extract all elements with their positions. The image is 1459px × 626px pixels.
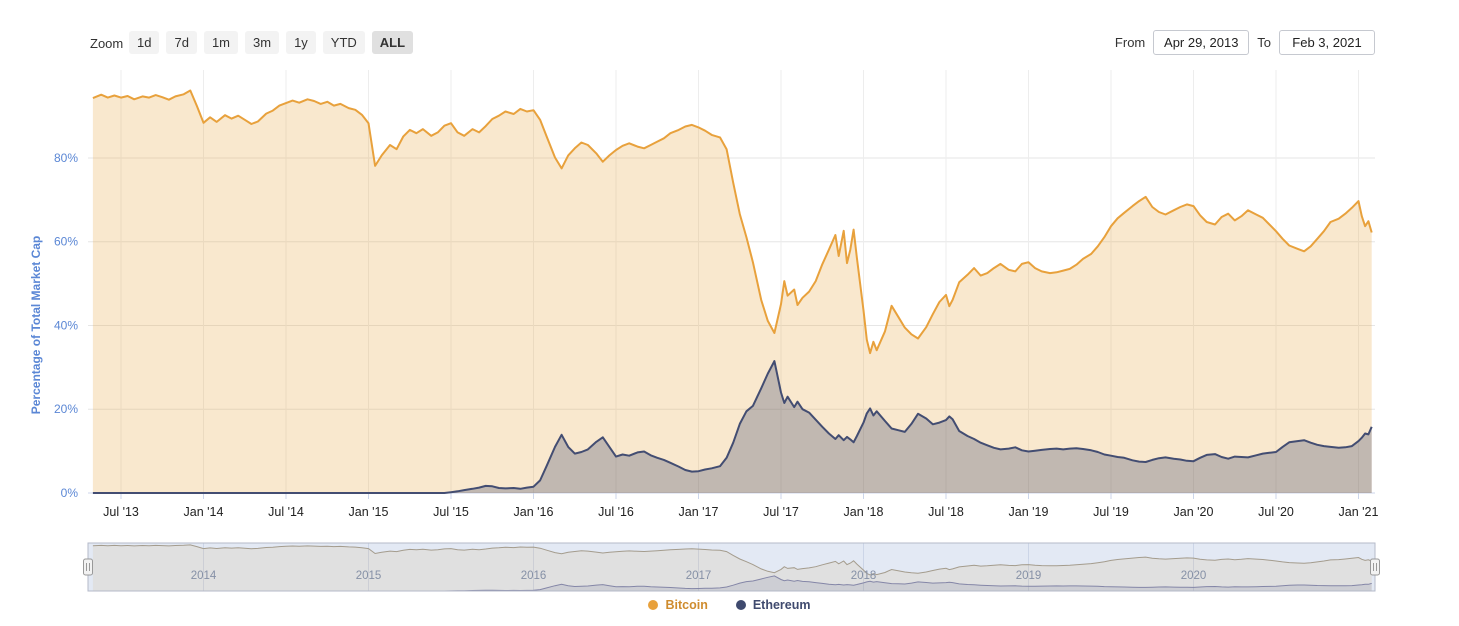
y-tick-label: 60% bbox=[54, 235, 78, 249]
zoom-button-1m[interactable]: 1m bbox=[203, 31, 238, 54]
legend-label: Ethereum bbox=[752, 598, 811, 612]
x-tick-label: Jul '17 bbox=[763, 505, 799, 519]
navigator-bitcoin-line bbox=[92, 544, 1372, 576]
navigator-year-label: 2014 bbox=[191, 570, 217, 582]
x-tick-label: Jul '13 bbox=[103, 505, 139, 519]
navigator-year-label: 2019 bbox=[1016, 570, 1042, 582]
x-tick-label: Jul '18 bbox=[928, 505, 964, 519]
zoom-button-1y[interactable]: 1y bbox=[286, 31, 316, 54]
legend: Bitcoin Ethereum bbox=[0, 598, 1459, 612]
y-tick-label: 20% bbox=[54, 402, 78, 416]
zoom-button-7d[interactable]: 7d bbox=[166, 31, 197, 54]
zoom-button-all[interactable]: ALL bbox=[371, 31, 414, 54]
zoom-button-1d[interactable]: 1d bbox=[129, 31, 160, 54]
navigator-year-label: 2016 bbox=[521, 570, 547, 582]
x-tick-label: Jan '14 bbox=[184, 505, 224, 519]
y-tick-label: 40% bbox=[54, 318, 78, 332]
ethereum-area bbox=[92, 361, 1372, 493]
x-tick-label: Jan '20 bbox=[1174, 505, 1214, 519]
x-tick-label: Jul '20 bbox=[1258, 505, 1294, 519]
zoom-button-ytd[interactable]: YTD bbox=[322, 31, 365, 54]
x-tick-label: Jan '21 bbox=[1339, 505, 1379, 519]
ethereum-line[interactable] bbox=[92, 360, 1373, 494]
navigator-handle-lines-icon bbox=[86, 563, 90, 571]
ethereum-legend-dot-icon bbox=[735, 600, 746, 610]
legend-item-bitcoin[interactable]: Bitcoin bbox=[648, 598, 708, 612]
navigator-year-label: 2017 bbox=[686, 570, 712, 582]
navigator-year-label: 2015 bbox=[356, 570, 382, 582]
to-date-input[interactable] bbox=[1279, 30, 1375, 55]
from-date-input[interactable] bbox=[1153, 30, 1250, 55]
legend-label: Bitcoin bbox=[665, 598, 708, 612]
navigator-handle-right[interactable] bbox=[1370, 558, 1380, 576]
x-tick-label: Jul '19 bbox=[1093, 505, 1129, 519]
bitcoin-area bbox=[92, 90, 1372, 493]
bitcoin-legend-dot-icon bbox=[648, 600, 659, 610]
navigator-ethereum-area bbox=[92, 575, 1372, 591]
x-tick-label: Jan '15 bbox=[349, 505, 389, 519]
x-tick-label: Jul '15 bbox=[433, 505, 469, 519]
y-tick-label: 80% bbox=[54, 151, 78, 165]
navigator-handle-lines-icon bbox=[1373, 563, 1377, 571]
bitcoin-line[interactable] bbox=[92, 89, 1373, 355]
x-tick-label: Jan '17 bbox=[679, 505, 719, 519]
x-tick-label: Jul '14 bbox=[268, 505, 304, 519]
navigator-handle-grip[interactable] bbox=[83, 558, 93, 576]
navigator-handle-left[interactable] bbox=[83, 558, 93, 576]
date-range-group: From To bbox=[1115, 30, 1375, 55]
navigator-selected-mask[interactable] bbox=[88, 543, 1375, 591]
zoom-button-3m[interactable]: 3m bbox=[245, 31, 280, 54]
x-tick-label: Jul '16 bbox=[598, 505, 634, 519]
navigator-bitcoin-area bbox=[92, 544, 1372, 591]
to-label: To bbox=[1257, 35, 1271, 50]
x-tick-label: Jan '18 bbox=[844, 505, 884, 519]
legend-item-ethereum[interactable]: Ethereum bbox=[735, 598, 811, 612]
navigator-year-label: 2020 bbox=[1181, 570, 1207, 582]
from-label: From bbox=[1114, 35, 1146, 50]
zoom-buttons: 1d 7d 1m 3m 1y YTD ALL bbox=[129, 31, 414, 54]
plot-area[interactable] bbox=[88, 70, 1375, 493]
x-tick-label: Jan '19 bbox=[1009, 505, 1049, 519]
navigator-handle-grip[interactable] bbox=[1370, 558, 1380, 576]
y-tick-label: 0% bbox=[61, 486, 79, 500]
x-tick-label: Jan '16 bbox=[514, 505, 554, 519]
zoom-label: Zoom bbox=[90, 36, 124, 51]
navigator-year-label: 2018 bbox=[851, 570, 877, 582]
